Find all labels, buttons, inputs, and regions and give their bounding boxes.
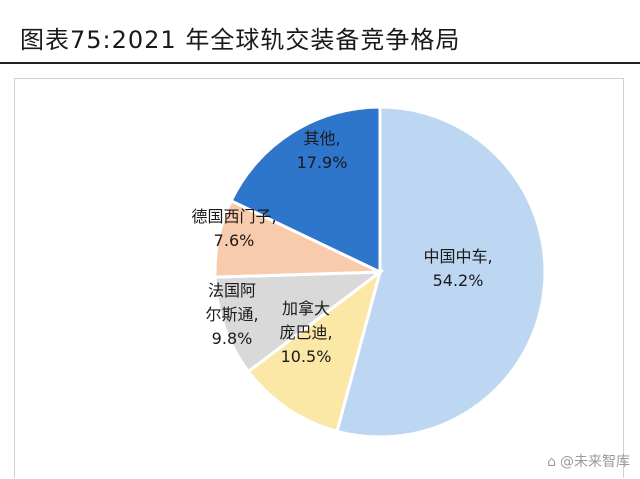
pie-slice-others xyxy=(229,105,382,275)
watermark: ⌂ @未来智库 xyxy=(547,451,630,471)
slice-label-alstom: 法国阿尔斯通, 9.8% xyxy=(205,281,258,348)
pie-slice-alstom xyxy=(213,270,385,374)
slice-name-siemens: 德国西门子, xyxy=(191,207,276,226)
chart-frame xyxy=(14,78,624,478)
pie-slice-bombardier xyxy=(246,268,383,434)
slice-label-siemens: 德国西门子, 7.6% xyxy=(191,207,276,250)
slice-value-siemens: 7.6% xyxy=(214,231,255,250)
chart-title: 图表75:2021 年全球轨交装备竞争格局 xyxy=(20,26,461,54)
pie-slice-crrc xyxy=(335,105,547,439)
slice-label-others: 其他, 17.9% xyxy=(297,129,348,172)
slice-value-bombardier: 10.5% xyxy=(281,347,332,366)
slice-value-others: 17.9% xyxy=(297,153,348,172)
slice-label-crrc: 中国中车, 54.2% xyxy=(423,247,492,290)
slice-name-bombardier: 加拿大庞巴迪, xyxy=(279,299,332,342)
slice-value-alstom: 9.8% xyxy=(212,329,253,348)
watermark-icon: ⌂ xyxy=(547,454,556,470)
slice-name-alstom: 法国阿尔斯通, xyxy=(205,281,258,324)
slice-label-bombardier: 加拿大庞巴迪, 10.5% xyxy=(279,299,332,366)
slice-name-crrc: 中国中车, xyxy=(423,247,492,266)
slice-value-crrc: 54.2% xyxy=(433,271,484,290)
title-divider xyxy=(0,62,640,64)
slice-name-others: 其他, xyxy=(303,129,340,148)
watermark-text: @未来智库 xyxy=(560,454,630,470)
